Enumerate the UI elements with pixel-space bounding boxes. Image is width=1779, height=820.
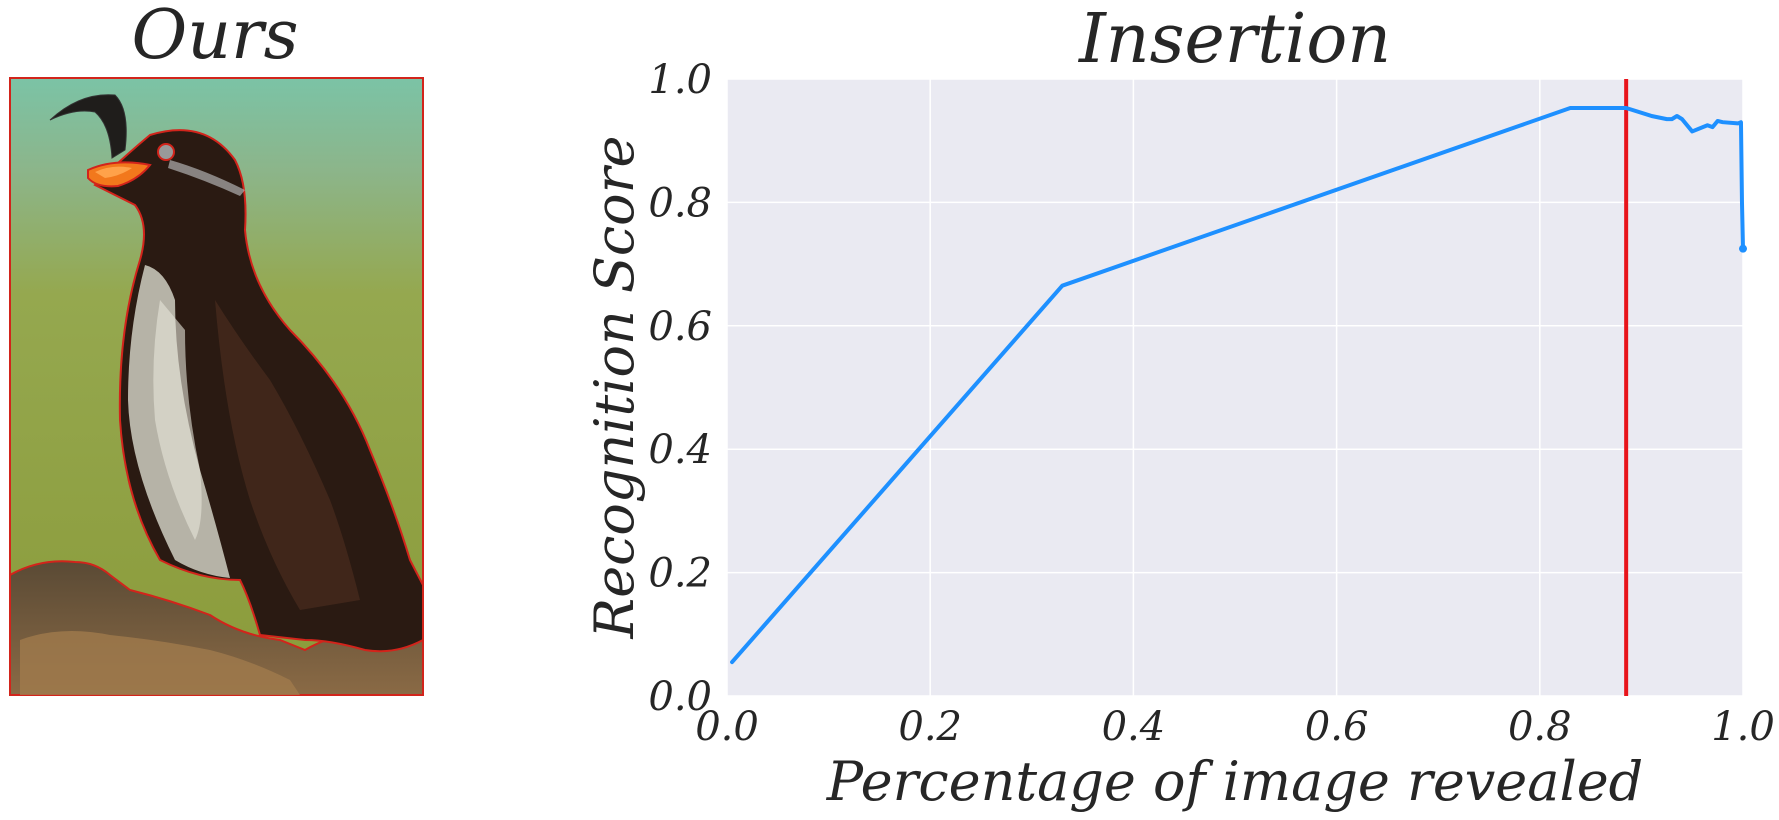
chart-title: Insertion — [1077, 0, 1391, 79]
series-end-point — [1739, 244, 1747, 253]
y-tick-label: 0.8 — [648, 180, 712, 226]
y-axis-label: Recognition Score — [583, 136, 646, 640]
x-tick-label: 1.0 — [1711, 704, 1775, 750]
y-tick-label: 0.6 — [648, 304, 712, 350]
y-tick-label: 0.2 — [648, 551, 712, 597]
series-layer — [730, 106, 1747, 665]
series-line — [730, 106, 1745, 665]
y-tick-label: 0.4 — [648, 427, 712, 473]
x-axis-label: Percentage of image revealed — [826, 750, 1644, 813]
y-tick-label: 0.0 — [648, 674, 712, 720]
x-tick-label: 0.6 — [1305, 704, 1369, 750]
y-tick-labels: 0.0 0.2 0.4 0.6 0.8 1.0 — [648, 57, 712, 720]
x-tick-label: 0.8 — [1508, 704, 1572, 750]
plot-area — [727, 79, 1743, 696]
grid-lines — [726, 78, 1744, 697]
bird-image — [9, 77, 424, 696]
x-tick-label: 0.0 — [695, 704, 759, 750]
x-tick-label: 0.2 — [898, 704, 962, 750]
y-tick-label: 1.0 — [648, 57, 712, 103]
left-panel-title: Ours — [132, 0, 299, 75]
x-tick-labels: 0.0 0.2 0.4 0.6 0.8 1.0 — [695, 704, 1775, 750]
x-tick-label: 0.4 — [1102, 704, 1166, 750]
